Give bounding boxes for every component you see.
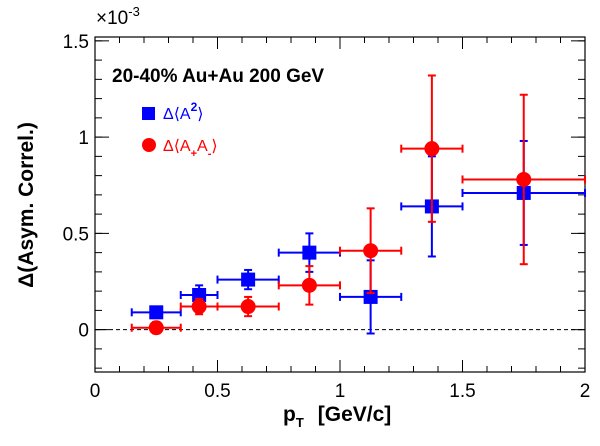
y-multiplier: ×10-3 bbox=[96, 4, 140, 29]
x-tick-label: 2 bbox=[580, 381, 591, 402]
legend-entry-a2: Δ⟨A2⟩ bbox=[163, 100, 204, 123]
y-axis-title: Δ(Asym. Correl.) bbox=[15, 122, 38, 288]
x-tick-label: 1.5 bbox=[449, 381, 475, 402]
plot-frame bbox=[94, 36, 586, 373]
data-point-circle bbox=[424, 141, 440, 157]
data-point-circle bbox=[516, 171, 532, 187]
y-tick-label: 0.5 bbox=[63, 224, 89, 245]
x-tick-label: 0.5 bbox=[204, 381, 230, 402]
x-axis-title: pT [GeV/c] bbox=[283, 403, 391, 430]
data-point-square bbox=[149, 305, 164, 320]
data-point-circle bbox=[240, 299, 256, 315]
legend-marker-red-circle bbox=[142, 138, 156, 152]
y-tick-label: 1 bbox=[78, 128, 89, 149]
series-1 bbox=[130, 74, 586, 336]
legend: Δ⟨A2⟩ Δ⟨A+A-⟩ bbox=[142, 100, 218, 160]
data-point-circle bbox=[363, 243, 379, 259]
y-tick-label: 0 bbox=[78, 321, 89, 342]
data-point-circle bbox=[148, 320, 164, 336]
legend-marker-blue-square bbox=[142, 107, 155, 120]
legend-entry-aplus-aminus: Δ⟨A+A-⟩ bbox=[163, 138, 218, 160]
data-point-circle bbox=[191, 299, 207, 315]
data-point-square bbox=[241, 272, 256, 287]
data-point-circle bbox=[301, 277, 317, 293]
x-tick-label: 1 bbox=[335, 381, 346, 402]
x-tick-label: 0 bbox=[90, 381, 101, 402]
data-point-square bbox=[302, 245, 317, 260]
chart-annotation: 20-40% Au+Au 200 GeV bbox=[112, 66, 324, 87]
y-tick-label: 1.5 bbox=[63, 32, 89, 53]
